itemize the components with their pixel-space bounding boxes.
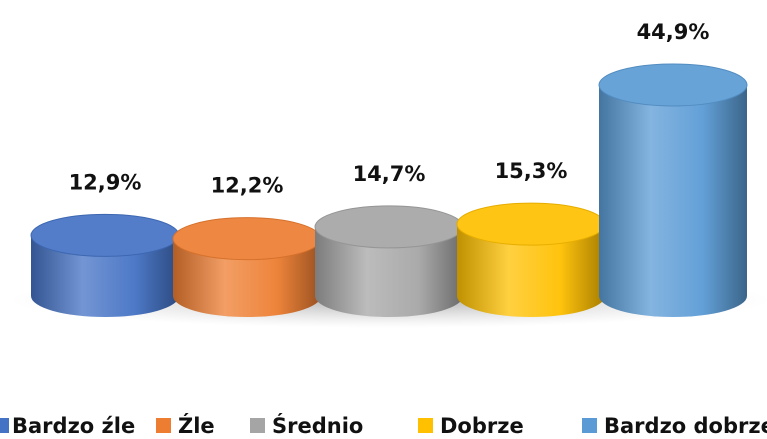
cylinder-top [598, 63, 748, 107]
cylinder-body [31, 235, 179, 317]
legend-label: Źle [178, 413, 215, 438]
cylinder-body [599, 84, 747, 317]
data-label: 12,2% [211, 174, 284, 198]
legend-swatch [418, 418, 433, 433]
cylinder-body [457, 224, 605, 317]
data-label: 12,9% [69, 170, 142, 194]
cylinder-body [173, 238, 321, 317]
data-label: 44,9% [637, 20, 710, 44]
legend-label: Dobrze [440, 414, 524, 438]
cylinder-top [172, 217, 322, 261]
cylinder-top [456, 202, 606, 246]
legend-swatch [250, 418, 265, 433]
legend-label: Średnio [272, 413, 363, 438]
legend-swatch [0, 418, 9, 433]
cylinder-top [314, 205, 464, 249]
data-label: 14,7% [353, 162, 426, 186]
legend-label: Bardzo dobrze [604, 414, 767, 438]
data-label: 15,3% [495, 159, 568, 183]
cylinder-body [315, 226, 463, 317]
legend-swatch [156, 418, 171, 433]
legend-swatch [582, 418, 597, 433]
legend-label: Bardzo źle [12, 414, 135, 438]
cylinder-top [30, 213, 180, 257]
